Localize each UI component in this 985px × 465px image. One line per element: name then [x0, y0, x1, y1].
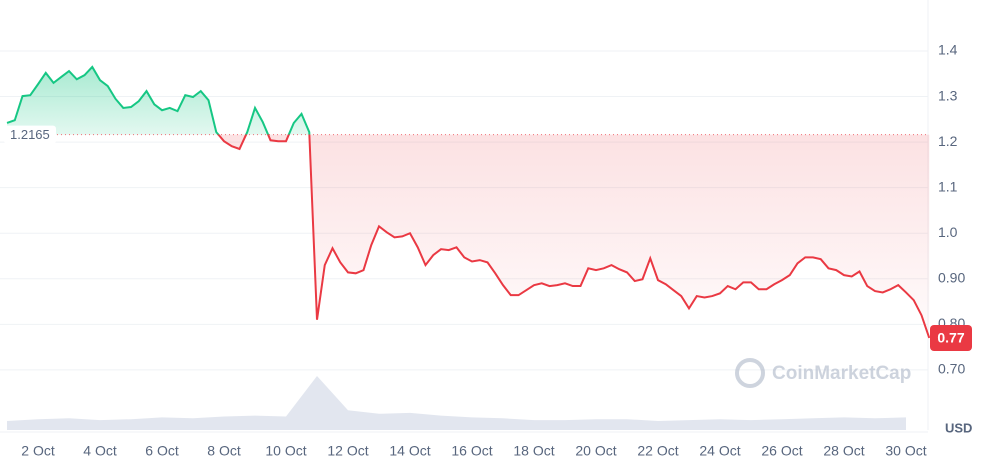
x-tick-label: 6 Oct — [145, 443, 179, 459]
price-area — [7, 66, 930, 338]
y-tick-label: 0.90 — [938, 269, 965, 285]
y-tick-label: 1.0 — [938, 224, 958, 240]
x-tick-label: 12 Oct — [327, 443, 368, 459]
x-tick-label: 30 Oct — [885, 443, 926, 459]
y-tick-label: 1.4 — [938, 42, 958, 58]
x-tick-label: 18 Oct — [513, 443, 554, 459]
x-tick-label: 14 Oct — [389, 443, 430, 459]
x-tick-label: 8 Oct — [207, 443, 241, 459]
y-tick-label: 1.3 — [938, 87, 958, 103]
x-tick-label: 24 Oct — [699, 443, 740, 459]
y-tick-label: 1.2 — [938, 133, 958, 149]
x-tick-label: 20 Oct — [575, 443, 616, 459]
x-tick-label: 28 Oct — [823, 443, 864, 459]
x-tick-label: 2 Oct — [21, 443, 55, 459]
currency-label: USD — [945, 420, 972, 435]
last-price-box — [930, 324, 972, 351]
x-tick-label: 22 Oct — [637, 443, 678, 459]
x-tick-label: 10 Oct — [265, 443, 306, 459]
volume-area — [7, 376, 906, 430]
price-line — [6, 65, 931, 339]
watermark: CoinMarketCap — [735, 358, 911, 388]
x-tick-label: 4 Oct — [83, 443, 117, 459]
watermark-text: CoinMarketCap — [772, 363, 911, 384]
baseline-label-box — [4, 125, 56, 144]
baseline-label: 1.2165 — [10, 127, 50, 142]
y-tick-label: 1.1 — [938, 178, 958, 194]
x-tick-label: 16 Oct — [451, 443, 492, 459]
y-tick-label: 0.70 — [938, 361, 965, 377]
last-price-label: 0.77 — [937, 330, 964, 346]
x-tick-label: 26 Oct — [761, 443, 802, 459]
